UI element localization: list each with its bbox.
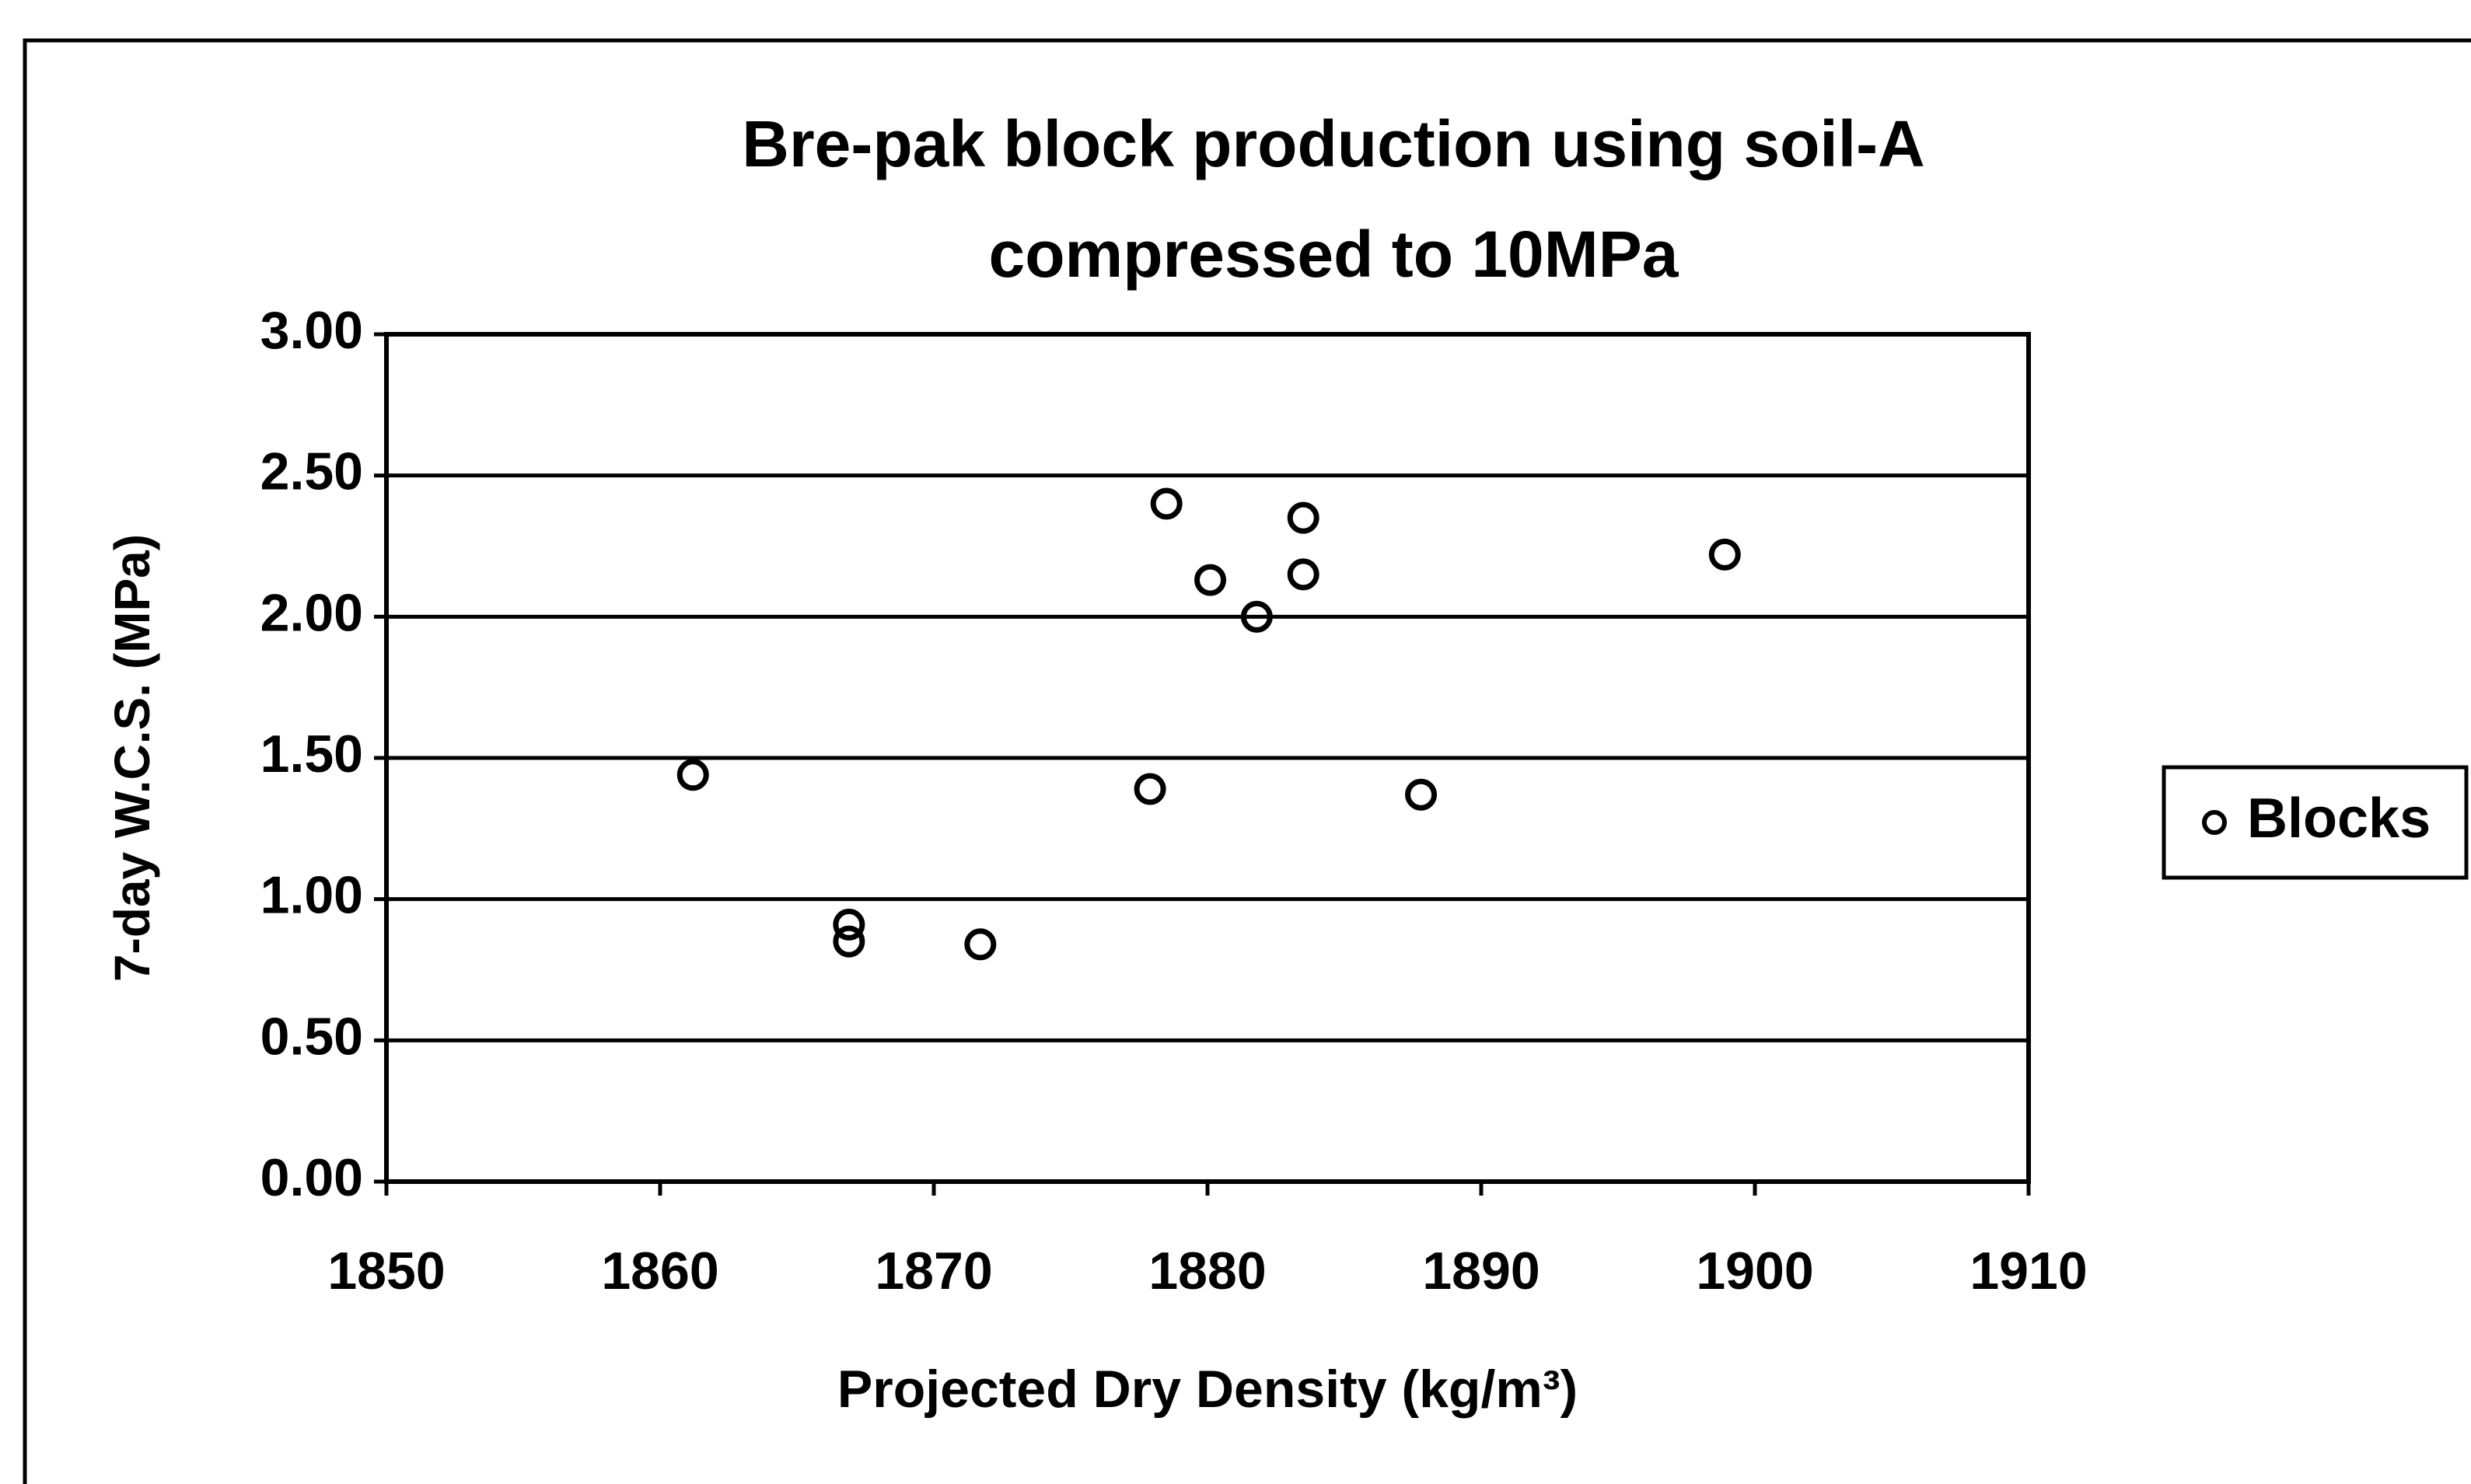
y-tick-label: 1.00 <box>260 866 363 925</box>
data-point <box>1405 778 1438 811</box>
x-tick-label: 1910 <box>1969 1241 2087 1301</box>
y-tick-label: 0.00 <box>260 1148 363 1207</box>
data-point <box>1287 558 1319 591</box>
y-tick-label: 0.50 <box>260 1007 363 1066</box>
data-point <box>833 925 865 958</box>
chart-title: compressed to 10MPa <box>988 218 1679 291</box>
legend-box <box>2162 765 2469 880</box>
y-tick-label: 1.50 <box>260 725 363 784</box>
y-axis-label: 7-day W.C.S. (MPa) <box>104 534 160 982</box>
data-point <box>1150 487 1183 520</box>
data-point <box>1194 564 1227 596</box>
x-tick-label: 1850 <box>327 1241 445 1301</box>
x-tick-label: 1880 <box>1148 1241 1266 1301</box>
data-point <box>964 928 997 961</box>
data-point <box>1287 501 1319 534</box>
legend-marker <box>2202 810 2227 835</box>
chart-title: Bre-pak block production using soil-A <box>742 107 1924 180</box>
legend-label: Blocks <box>2247 787 2431 850</box>
y-tick-label: 3.00 <box>260 301 363 360</box>
y-tick-label: 2.00 <box>260 583 363 642</box>
y-tick-label: 2.50 <box>260 442 363 501</box>
data-point <box>1708 538 1741 571</box>
x-tick-label: 1900 <box>1696 1241 1813 1301</box>
x-tick-label: 1860 <box>601 1241 718 1301</box>
data-point <box>676 759 709 791</box>
x-tick-label: 1890 <box>1422 1241 1540 1301</box>
x-tick-label: 1870 <box>875 1241 992 1301</box>
data-point <box>1240 600 1273 633</box>
x-axis-label: Projected Dry Density (kg/m³) <box>837 1360 1578 1419</box>
data-point <box>833 908 865 941</box>
data-point <box>1134 773 1166 805</box>
